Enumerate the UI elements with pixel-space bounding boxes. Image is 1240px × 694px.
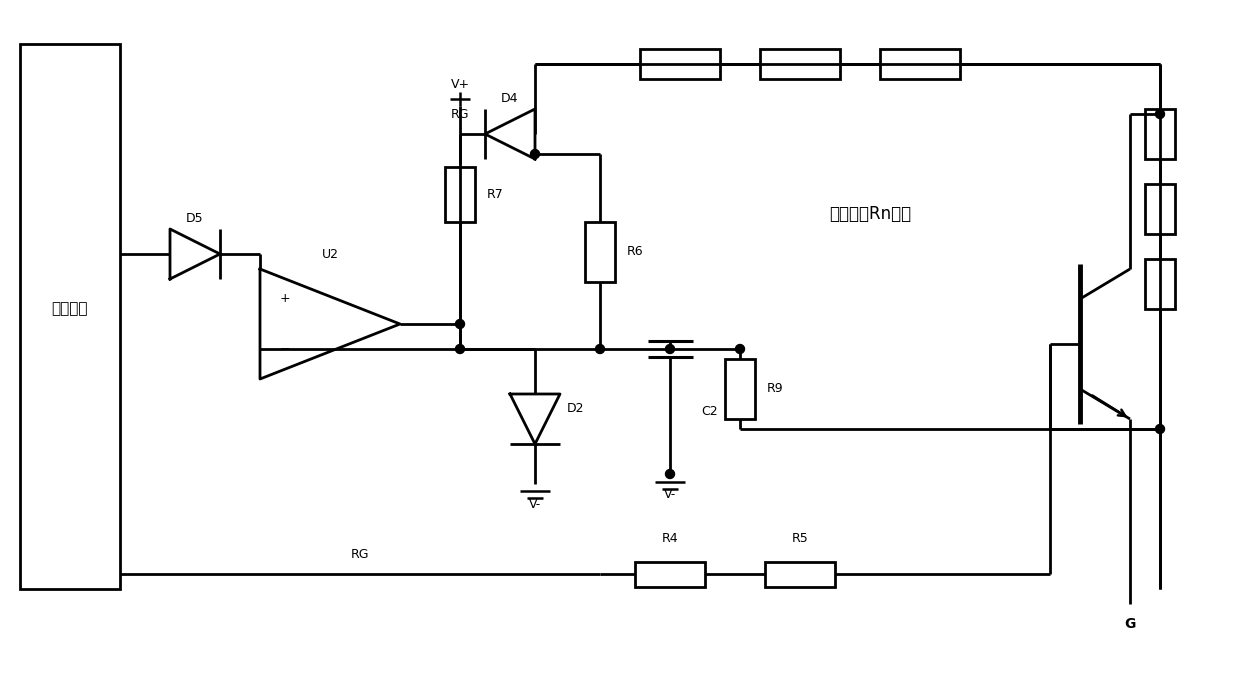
Text: U2: U2 — [321, 248, 339, 260]
Circle shape — [1156, 425, 1164, 434]
Text: R4: R4 — [662, 532, 678, 545]
Text: −: − — [280, 343, 290, 355]
Text: RG: RG — [351, 548, 370, 561]
Text: V-: V- — [529, 498, 541, 511]
Text: 电阻串以Rn表示: 电阻串以Rn表示 — [828, 205, 911, 223]
Text: R6: R6 — [626, 245, 644, 258]
Circle shape — [666, 470, 675, 478]
Circle shape — [735, 344, 744, 353]
Bar — [20, 44, 120, 589]
Text: G: G — [1125, 617, 1136, 631]
Text: D5: D5 — [186, 212, 203, 226]
Text: R9: R9 — [766, 382, 784, 396]
Circle shape — [455, 344, 465, 353]
Text: 驱动光耦: 驱动光耦 — [52, 301, 88, 316]
Bar — [880, 49, 960, 79]
Text: RG: RG — [451, 108, 469, 121]
Text: R7: R7 — [486, 187, 503, 201]
Text: D2: D2 — [567, 403, 584, 416]
Bar — [1145, 109, 1176, 159]
Bar — [725, 359, 755, 419]
Bar — [445, 167, 475, 221]
Text: +: + — [280, 292, 290, 305]
Bar — [1145, 259, 1176, 309]
Bar — [585, 221, 615, 282]
Text: D4: D4 — [501, 92, 518, 105]
Circle shape — [531, 149, 539, 158]
Bar — [1145, 184, 1176, 234]
Bar — [765, 561, 835, 586]
Text: R5: R5 — [791, 532, 808, 545]
Circle shape — [666, 344, 675, 353]
Text: V-: V- — [663, 487, 676, 500]
Text: V+: V+ — [450, 78, 470, 90]
Bar — [760, 49, 839, 79]
Circle shape — [455, 319, 465, 328]
Text: C2: C2 — [702, 405, 718, 418]
Circle shape — [595, 344, 605, 353]
Bar — [640, 49, 720, 79]
Bar — [635, 561, 706, 586]
Circle shape — [1156, 110, 1164, 119]
